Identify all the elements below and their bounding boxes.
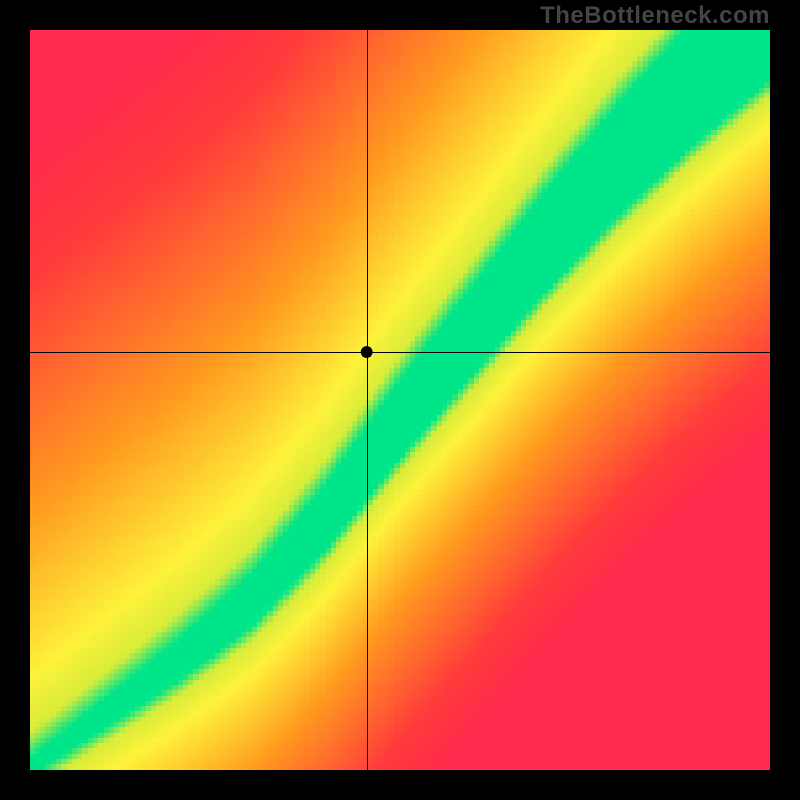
chart-frame: TheBottleneck.com <box>0 0 800 800</box>
watermark-text: TheBottleneck.com <box>540 2 770 30</box>
bottleneck-heatmap-canvas <box>30 30 770 770</box>
